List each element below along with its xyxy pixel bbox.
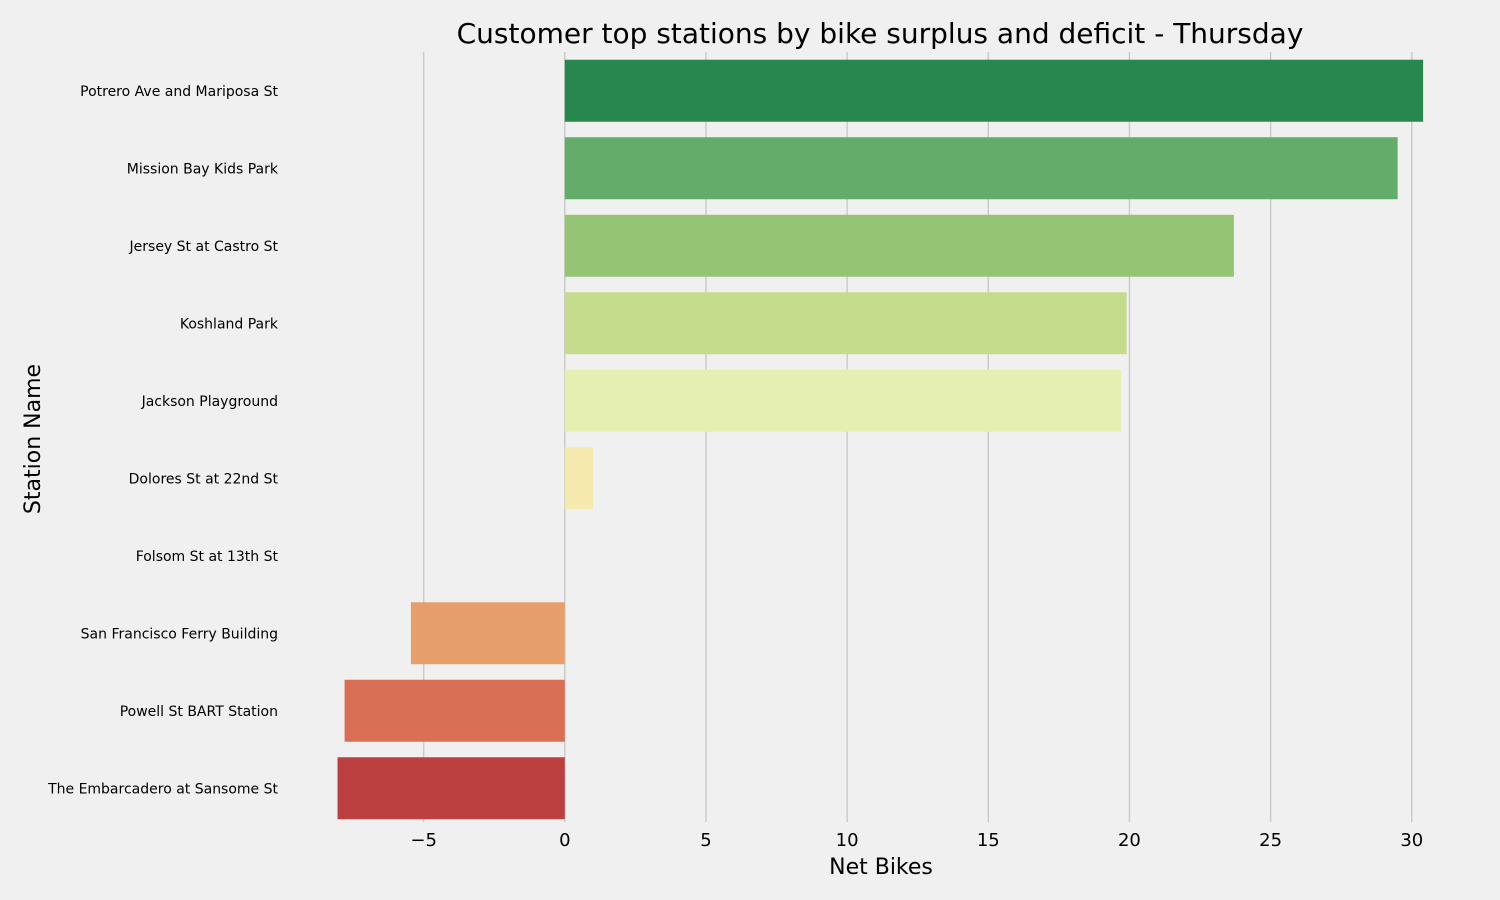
x-tick-label: 5 [700, 830, 711, 851]
y-tick-label: Koshland Park [180, 316, 279, 332]
y-tick-label: Powell St BART Station [120, 704, 278, 720]
x-tick-label: 25 [1259, 830, 1282, 851]
bar [410, 602, 565, 665]
x-tick-labels: −5 0 5 10 15 20 25 30 [410, 830, 1423, 851]
y-tick-label: Jersey St at Castro St [129, 239, 279, 255]
y-axis-label: Station Name [21, 364, 46, 514]
y-tick-label: The Embarcadero at Sansome St [47, 781, 278, 797]
bar [337, 757, 565, 820]
x-tick-label: −5 [410, 830, 437, 851]
x-axis-label: Net Bikes [829, 855, 933, 880]
x-tick-label: 30 [1400, 830, 1423, 851]
x-tick-label: 15 [977, 830, 1000, 851]
bar [564, 137, 1398, 200]
bar [564, 447, 594, 510]
y-tick-label: Jackson Playground [141, 394, 278, 410]
bar [564, 214, 1234, 277]
y-tick-label: Dolores St at 22nd St [129, 471, 279, 487]
y-tick-label: Mission Bay Kids Park [127, 161, 279, 177]
y-tick-labels: Potrero Ave and Mariposa St Mission Bay K… [47, 84, 279, 798]
bars [337, 59, 1424, 820]
y-tick-label: Folsom St at 13th St [136, 549, 279, 565]
x-tick-label: 0 [559, 830, 570, 851]
x-tick-label: 10 [836, 830, 859, 851]
chart-title: Customer top stations by bike surplus an… [457, 17, 1304, 50]
x-tick-label: 20 [1118, 830, 1141, 851]
bar [564, 369, 1121, 432]
y-tick-label: Potrero Ave and Mariposa St [80, 84, 278, 100]
bar [344, 679, 565, 742]
bar [564, 292, 1127, 355]
bar [564, 59, 1424, 122]
y-tick-label: San Francisco Ferry Building [81, 626, 278, 642]
